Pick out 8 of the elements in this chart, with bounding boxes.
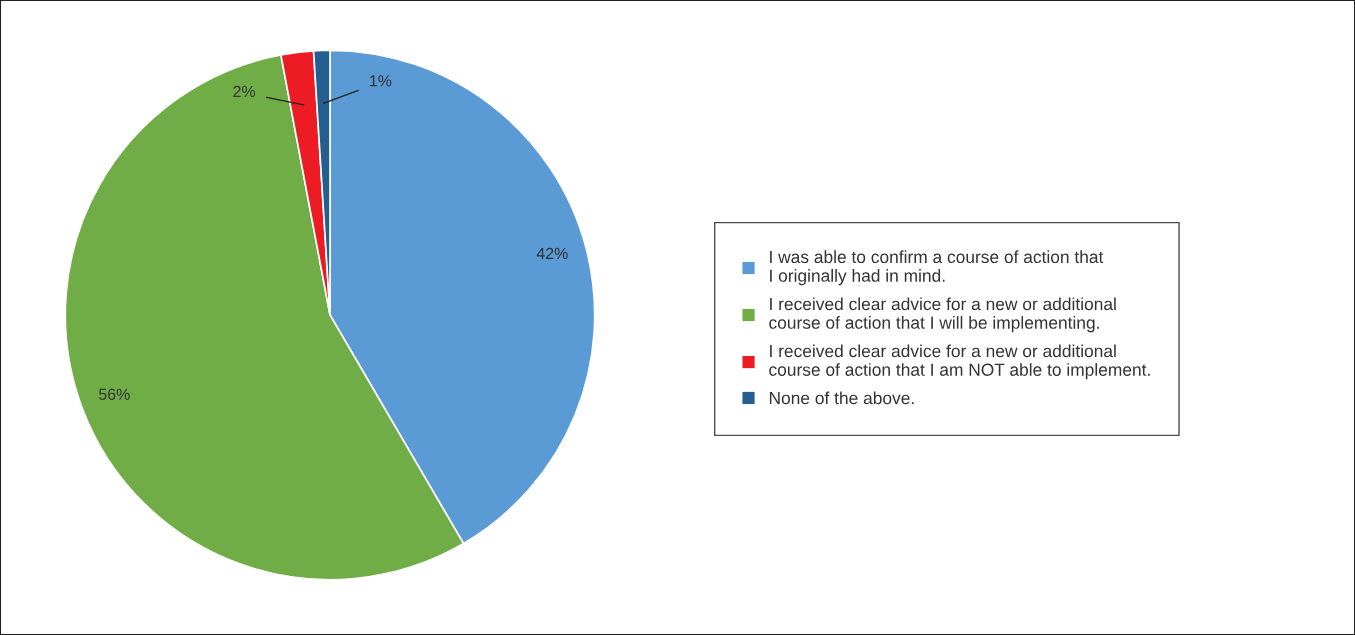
data-label: 1% xyxy=(370,75,392,87)
legend-label: I received clear advice for a new or additional course of action that I will be implementing. xyxy=(769,297,1116,333)
data-label: 56% xyxy=(98,388,130,400)
legend-label: None of the above. xyxy=(769,391,914,405)
legend-label: I received clear advice for a new or additional course of action that I am NOT able to implement. xyxy=(769,344,1150,380)
data-label: 2% xyxy=(233,85,256,98)
data-label: 42% xyxy=(536,247,568,260)
legend-label: I was able to confirm a course of action that I originally had in mind. xyxy=(770,250,1104,286)
